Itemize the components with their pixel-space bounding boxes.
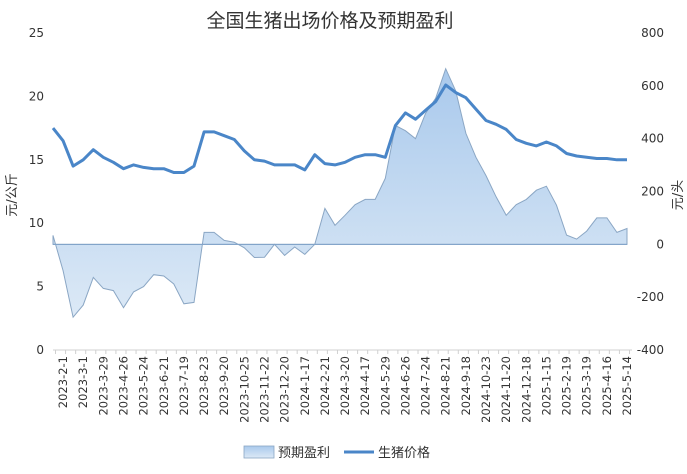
x-tick-label: 2023-6-21 xyxy=(157,356,171,416)
x-tick-label: 2023-2-1 xyxy=(56,356,70,408)
y-left-tick-label: 20 xyxy=(29,89,44,103)
x-tick-label: 2025-1-15 xyxy=(539,356,553,416)
y-left-tick-label: 0 xyxy=(36,343,44,357)
x-tick-label: 2024-7-24 xyxy=(419,356,433,416)
y-right-tick-label: 0 xyxy=(656,237,664,251)
legend-swatch-profit xyxy=(243,445,275,459)
x-tick-label: 2025-3-19 xyxy=(580,356,594,416)
y-left-tick-label: 25 xyxy=(29,26,44,40)
legend-label-price: 生猪价格 xyxy=(378,445,430,461)
y-right-tick-label: 200 xyxy=(641,185,664,199)
y-left-tick-label: 15 xyxy=(29,153,44,167)
y-left-tick-label: 5 xyxy=(36,280,44,294)
y-right-tick-label: 600 xyxy=(641,79,664,93)
x-tick-label: 2024-4-17 xyxy=(358,356,372,416)
x-tick-label: 2023-8-23 xyxy=(197,356,211,416)
x-tick-label: 2023-10-25 xyxy=(237,356,251,423)
x-tick-label: 2023-5-24 xyxy=(137,356,151,416)
x-tick-label: 2023-7-19 xyxy=(177,356,191,416)
x-tick-label: 2023-9-20 xyxy=(217,356,231,416)
x-tick-label: 2023-3-1 xyxy=(76,356,90,408)
x-tick-label: 2023-12-20 xyxy=(278,356,292,423)
x-tick-label: 2025-4-16 xyxy=(600,356,614,416)
y-right-tick-label: 800 xyxy=(641,26,664,40)
price-line xyxy=(51,83,627,174)
x-tick-label: 2024-3-20 xyxy=(338,356,352,416)
x-tick-label: 2023-4-26 xyxy=(116,356,130,416)
y-right-tick-label: 400 xyxy=(641,132,664,146)
y-left-tick-label: 10 xyxy=(29,216,44,230)
x-tick-label: 2024-5-29 xyxy=(378,356,392,416)
y-right-tick-label: -200 xyxy=(637,290,664,304)
x-tick-label: 2025-2-19 xyxy=(560,356,574,416)
x-tick-label: 2024-2-21 xyxy=(318,356,332,416)
x-tick-label: 2023-3-29 xyxy=(96,356,110,416)
x-tick-label: 2023-11-22 xyxy=(257,356,271,423)
profit-area xyxy=(52,67,628,319)
x-tick-label: 2024-10-23 xyxy=(479,356,493,423)
x-tick-label: 2025-5-14 xyxy=(620,356,634,416)
x-tick-label: 2024-12-18 xyxy=(519,356,533,423)
x-tick-label: 2024-9-18 xyxy=(459,356,473,416)
x-tick-label: 2024-6-26 xyxy=(398,356,412,416)
chart-title: 全国生猪出场价格及预期盈利 xyxy=(206,10,453,32)
legend-label-profit: 预期盈利 xyxy=(278,446,330,461)
y-left-axis-title: 元/公斤 xyxy=(5,173,20,216)
y-right-axis-title: 元/头 xyxy=(671,180,686,210)
x-tick-label: 2024-1-17 xyxy=(298,356,312,416)
legend: 预期盈利 生猪价格 xyxy=(243,445,430,461)
x-tick-label: 2024-8-21 xyxy=(439,356,453,416)
x-tick-label: 2024-11-20 xyxy=(499,356,513,423)
y-right-tick-label: -400 xyxy=(637,343,664,357)
